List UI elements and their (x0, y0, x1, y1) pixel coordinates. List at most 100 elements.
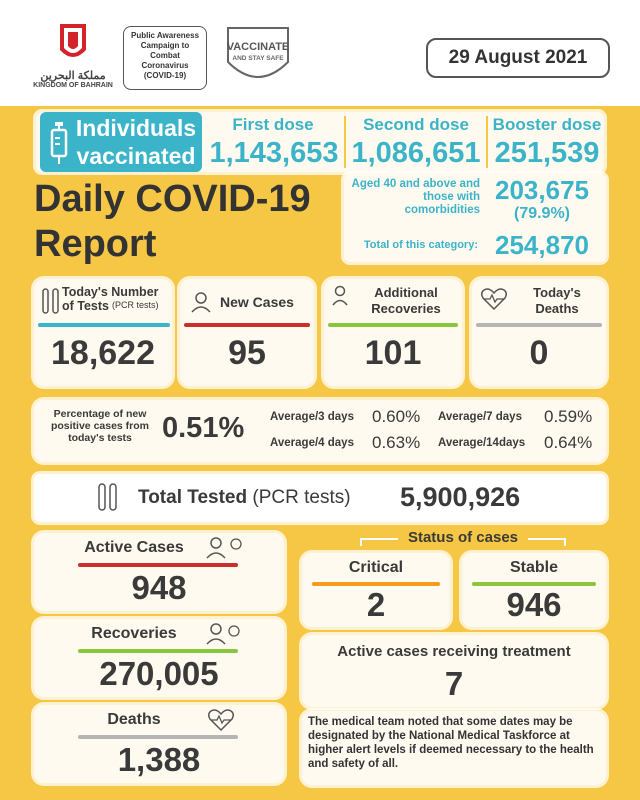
shield-icon (227, 27, 289, 78)
medical-note: The medical team noted that some dates m… (308, 716, 594, 770)
status-title: Status of cases (407, 529, 519, 546)
total-tested-panel: Total Tested (PCR tests) 5,900,926 (34, 474, 606, 522)
first-dose-label: First dose (232, 115, 314, 134)
avg7-value: 0.59% (544, 407, 593, 426)
booster-label: Booster dose (492, 115, 602, 134)
vaccinate-subtitle: AND STAY SAFE (232, 55, 284, 62)
recovery-person-icon (332, 285, 348, 306)
avg3-value: 0.60% (372, 407, 421, 426)
first-dose-value: 1,143,653 (209, 137, 339, 169)
person-icon (191, 292, 211, 313)
stable-value: 946 (506, 586, 562, 623)
treatment-value: 7 (444, 665, 464, 702)
second-dose-label: Second dose (363, 115, 469, 134)
recovery-person-icon (206, 623, 240, 645)
total-tested-sub: (PCR tests) (252, 487, 351, 508)
new-cases-label: New Cases (220, 294, 294, 310)
active-cases-card: Active Cases 948 (34, 533, 284, 611)
avg7-label: Average/7 days (438, 411, 522, 423)
deaths-value: 0 (529, 334, 549, 372)
treatment-card: Active cases receiving treatment 7 (302, 635, 606, 707)
total-recoveries-value: 270,005 (99, 655, 219, 692)
recoveries-card: Additional Recoveries 101 (324, 279, 462, 386)
vaccinated-badge: Individuals vaccinated (40, 112, 202, 172)
tests-label: Today's Number of Tests (62, 285, 159, 313)
total-recoveries-card: Recoveries 270,005 (34, 619, 284, 697)
kingdom-label: KINGDOM OF BAHRAIN (33, 82, 113, 89)
heart-pulse-icon (207, 709, 235, 732)
percentage-value: 0.51% (162, 412, 245, 444)
tests-bar (38, 323, 170, 327)
aged-label: Aged 40 and above and those with comorbi… (351, 178, 480, 216)
recoveries-value: 101 (364, 334, 422, 372)
percentage-label: Percentage of new positive cases from to… (50, 408, 150, 444)
avg4-value: 0.63% (372, 433, 421, 452)
total-deaths-card: Deaths 1,388 (34, 705, 284, 783)
total-tested-label: Total Tested (PCR tests) (138, 487, 351, 509)
tests-value: 18,622 (51, 334, 155, 372)
stable-card: Stable 946 (462, 553, 606, 627)
total-tested-value: 5,900,926 (400, 482, 521, 512)
total-category-label: Total of this category: (363, 239, 478, 251)
avg3-label: Average/3 days (270, 411, 354, 423)
aged-panel (344, 174, 606, 262)
total-deaths-value: 1,388 (117, 741, 201, 778)
bahrain-emblem-icon (60, 24, 86, 57)
total-recoveries-label: Recoveries (91, 625, 177, 642)
deaths-label: Today's Deaths (533, 285, 581, 316)
critical-bar (312, 582, 440, 586)
total-deaths-bar (78, 735, 238, 739)
new-cases-bar (184, 323, 310, 327)
recoveries-bar (328, 323, 458, 327)
vaccinate-title: VACCINATE (226, 41, 290, 53)
active-cases-bar (78, 563, 238, 567)
kingdom-arabic: مملكة البحرين (40, 70, 106, 82)
tests-card: Today's Number of Tests (PCR tests) 18,6… (34, 279, 172, 386)
total-category-value: 254,870 (495, 230, 589, 260)
avg14-value: 0.64% (544, 433, 593, 452)
total-tested-title: Total Tested (138, 487, 248, 508)
deaths-bar (476, 323, 602, 327)
bracket-left (360, 538, 398, 546)
test-tubes-icon (98, 483, 117, 511)
vaccinated-line2: vaccinated (76, 143, 196, 169)
avg4-label: Average/4 days (270, 437, 354, 449)
active-cases-label: Active Cases (84, 539, 184, 556)
percentages-panel: Percentage of new positive cases from to… (34, 400, 606, 462)
vaccinate-badge: VACCINATE AND STAY SAFE (222, 22, 294, 94)
bahrain-logo: مملكة البحرين KINGDOM OF BAHRAIN (28, 20, 118, 90)
divider (486, 116, 488, 168)
new-cases-card: New Cases 95 (180, 279, 314, 386)
second-dose-value: 1,086,651 (351, 137, 481, 169)
note-card: The medical team noted that some dates m… (302, 711, 606, 785)
deaths-card: Today's Deaths 0 (472, 279, 606, 386)
person-virus-icon (206, 537, 242, 559)
recoveries-label: Additional Recoveries (371, 285, 441, 316)
syringe-icon (50, 122, 68, 164)
campaign-box: Public Awareness Campaign to Combat Coro… (123, 26, 207, 90)
booster-value: 251,539 (494, 137, 600, 169)
divider (344, 116, 346, 168)
stable-label: Stable (509, 559, 558, 576)
critical-label: Critical (348, 559, 404, 576)
total-recoveries-bar (78, 649, 238, 653)
bracket-right (528, 538, 566, 546)
heart-pulse-icon (480, 288, 508, 311)
avg14-label: Average/14days (438, 437, 526, 449)
treatment-label: Active cases receiving treatment (337, 643, 571, 660)
report-title-line2: Report (34, 223, 157, 265)
new-cases-value: 95 (228, 334, 266, 372)
test-tubes-icon (42, 288, 59, 314)
total-deaths-label: Deaths (107, 711, 161, 728)
aged-percent: (79.9%) (513, 205, 571, 222)
report-title-line1: Daily COVID-19 (34, 178, 311, 220)
report-date: 29 August 2021 (426, 38, 610, 78)
active-cases-value: 948 (131, 569, 187, 606)
campaign-text: Public Awareness Campaign to Combat Coro… (130, 31, 200, 80)
stable-bar (472, 582, 596, 586)
tests-sub: (PCR tests) (112, 300, 159, 310)
critical-value: 2 (366, 586, 386, 623)
aged-value: 203,675 (495, 175, 589, 205)
vaccinated-line1: Individuals (75, 115, 197, 141)
